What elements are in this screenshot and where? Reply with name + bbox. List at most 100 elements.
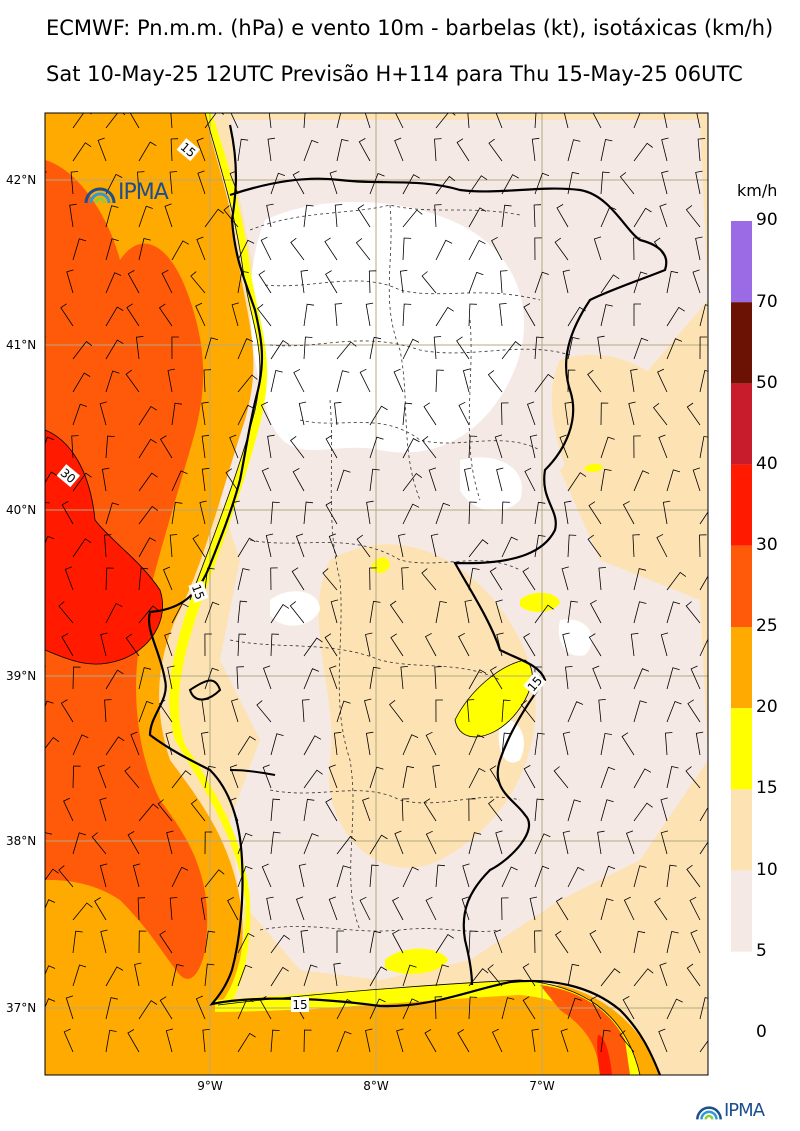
wind-barb [170, 73, 177, 96]
wind-barb [167, 368, 175, 393]
wind-barb [633, 337, 649, 360]
wind-barb [333, 731, 342, 756]
wind-barb [565, 666, 573, 690]
wind-barb [567, 866, 585, 888]
wind-barb [495, 599, 503, 624]
wind-barb [526, 401, 536, 426]
wind-barb [99, 863, 108, 888]
wind-barb [61, 633, 74, 657]
lat-label: 38°N [6, 834, 37, 848]
wind-barb [395, 113, 404, 129]
wind-barb [501, 204, 512, 228]
wind-barb [105, 173, 123, 195]
wind-barb [325, 798, 338, 822]
wind-barb [632, 534, 640, 558]
wind-barb [195, 302, 206, 327]
wind-barb [138, 438, 157, 459]
wind-barb [389, 600, 404, 624]
wind-barb [336, 835, 357, 855]
wind-barb [424, 632, 437, 657]
wind-barb [364, 72, 371, 95]
wind-barb [169, 171, 178, 195]
wind-barb [289, 601, 305, 624]
wind-barb [534, 732, 545, 756]
wind-barb [72, 142, 92, 162]
wind-barb [164, 203, 173, 228]
wind-barb [237, 735, 256, 756]
wind-barb [402, 402, 413, 426]
wind-barb [393, 368, 404, 393]
wind-barb [369, 405, 388, 426]
wind-barb [26, 1031, 40, 1052]
wind-barb [567, 472, 587, 492]
wind-barb [390, 633, 404, 657]
wind-barb [436, 74, 448, 96]
wind-barb [657, 368, 668, 393]
wind-barb [303, 204, 314, 228]
wind-barb [660, 632, 669, 657]
field-moderate-patch [318, 544, 536, 868]
wind-barb [158, 699, 173, 723]
wind-barb [270, 934, 290, 954]
wind-barb [229, 797, 239, 822]
wind-barb [432, 764, 440, 789]
wind-barb [204, 601, 220, 624]
field-fresh-patch [385, 948, 448, 974]
wind-barb [699, 534, 707, 558]
wind-barb [28, 139, 40, 161]
wind-barb [105, 966, 124, 987]
wind-barb [267, 137, 275, 162]
wind-barb [591, 72, 601, 95]
wind-barb [328, 896, 338, 921]
wind-barb [237, 633, 247, 657]
wind-barb [461, 896, 470, 921]
wind-barb [435, 864, 445, 888]
wind-barb [687, 699, 701, 723]
wind-barb [619, 172, 635, 195]
colorbar-segment [731, 951, 752, 1033]
wind-barb [699, 997, 708, 1020]
wind-barb [127, 270, 140, 294]
wind-barb [135, 335, 144, 360]
wind-barb [138, 505, 159, 525]
wind-barb [171, 770, 192, 789]
wind-barb [500, 270, 508, 294]
wind-barb [692, 467, 701, 492]
wind-barb [58, 865, 74, 888]
wind-barb [292, 171, 305, 195]
wind-barb [699, 806, 708, 822]
wind-barb [138, 567, 149, 591]
wind-barb [298, 863, 307, 888]
wind-barb [237, 932, 255, 954]
wind-barb [292, 468, 305, 492]
wind-barb [402, 998, 419, 1020]
wind-barb [666, 306, 685, 327]
wind-barb [559, 434, 569, 459]
wind-barb [553, 766, 569, 789]
wind-barb [237, 832, 253, 855]
wind-barb [336, 139, 349, 162]
wind-barb [336, 113, 342, 129]
graticule [45, 113, 708, 1075]
wind-barb [502, 73, 509, 95]
wind-barb [534, 798, 544, 822]
wind-barb [560, 1028, 569, 1053]
wind-barb [425, 896, 437, 921]
wind-barb [105, 272, 122, 294]
wind-barb [634, 73, 643, 95]
wind-barb [666, 338, 683, 360]
wind-barb [104, 699, 112, 723]
wind-barb [159, 930, 173, 954]
wind-barb [303, 964, 318, 987]
wind-barb [600, 171, 610, 195]
wind-barb [633, 768, 652, 789]
wind-barb [633, 802, 653, 822]
wind-barb [468, 996, 478, 1020]
wind-barb [231, 302, 239, 327]
wind-barb [402, 303, 412, 327]
wind-barb [468, 734, 485, 756]
wind-barb [468, 767, 486, 789]
wind-barb [26, 799, 40, 821]
wind-barb [267, 434, 275, 459]
wind-barb [369, 336, 382, 360]
